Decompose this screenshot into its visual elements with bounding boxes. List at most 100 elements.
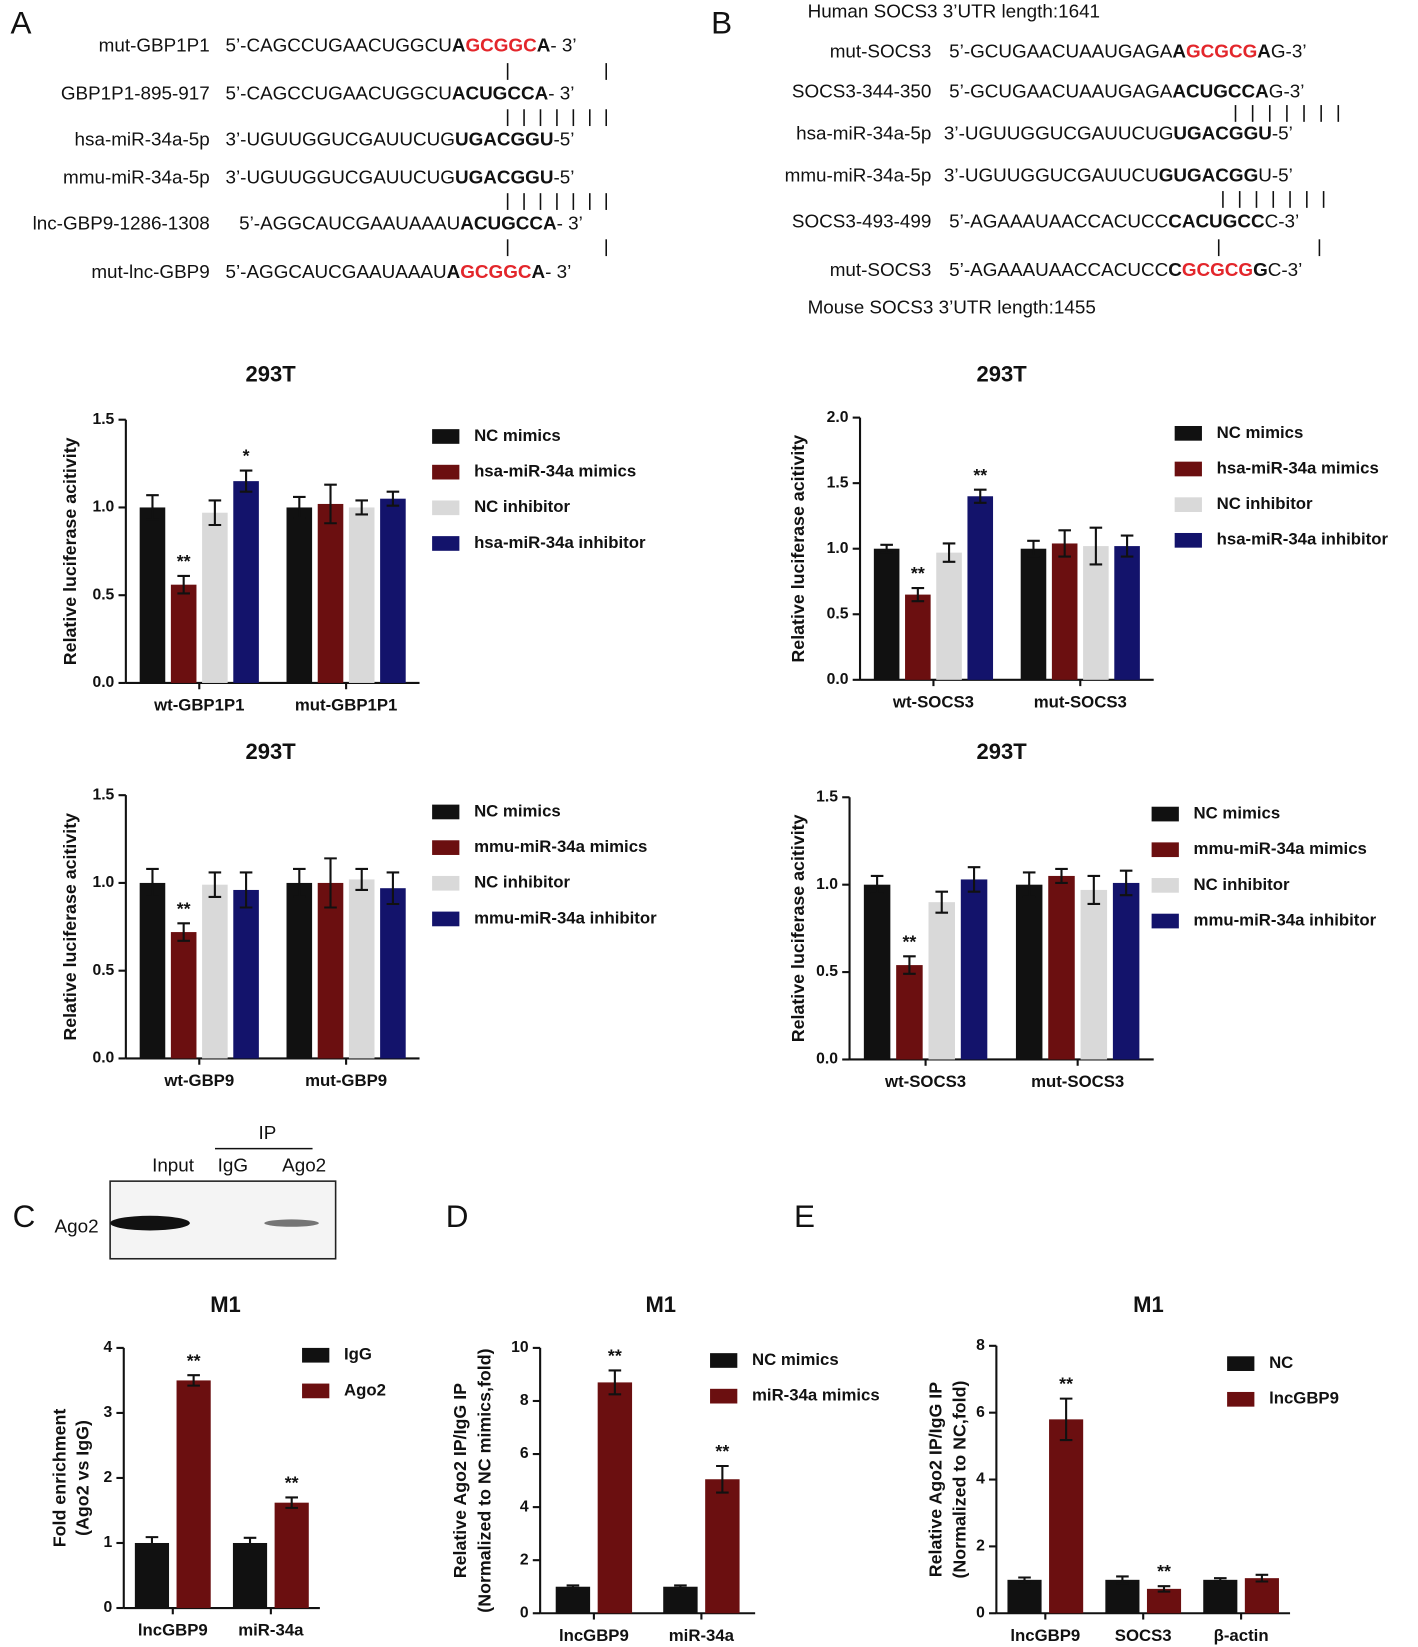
legend-swatch xyxy=(1174,497,1202,513)
bar xyxy=(274,1502,309,1609)
x-tick-label: mut-SOCS3 xyxy=(1034,692,1127,711)
sequence-part: 5’-GCUGAACUAAUGAGA xyxy=(949,80,1173,101)
sequence-label: mmu-miR-34a-5p xyxy=(63,166,210,187)
legend-label: NC mimics xyxy=(474,801,561,820)
sequence-label: SOCS3-344-350 xyxy=(792,80,931,101)
blot-lane: Input xyxy=(152,1154,195,1175)
y-tick-label: 0 xyxy=(976,1604,985,1621)
bar xyxy=(176,1380,211,1609)
error-bar xyxy=(935,890,949,914)
bar xyxy=(1020,548,1047,680)
chart-title: 293T xyxy=(246,739,297,764)
sequence-part: 3’-UGUUGGUCGAUUCU xyxy=(944,164,1159,185)
sequence-label: hsa-miR-34a-5p xyxy=(796,122,931,143)
bar xyxy=(960,879,988,1060)
sequence-part: C xyxy=(1168,259,1182,280)
sequence-part: A xyxy=(531,261,545,282)
legend-swatch xyxy=(710,1353,738,1368)
sequence-label: SOCS3-493-499 xyxy=(792,211,931,232)
legend-swatch xyxy=(302,1347,330,1363)
y-axis-label: (Ago2 vs IgG) xyxy=(73,1420,93,1536)
significance: * xyxy=(243,446,250,466)
legend-label: hsa-miR-34a inhibitor xyxy=(1217,530,1389,549)
significance: ** xyxy=(187,1350,201,1370)
significance: ** xyxy=(1157,1561,1171,1581)
x-tick-label: lncGBP9 xyxy=(559,1626,629,1645)
y-tick-label: 1.0 xyxy=(92,499,114,516)
bar xyxy=(1112,882,1140,1060)
y-axis-label: Relative luciferase acitivity xyxy=(788,814,808,1042)
sequence-part: A xyxy=(537,34,551,55)
sequence: 5’-AGGCAUCGAAUAAAUAGCGGCA- 3’ xyxy=(225,261,571,282)
x-tick-label: lncGBP9 xyxy=(1010,1626,1080,1645)
sequence: 5’-GCUGAACUAAUGAGAAGCGCGAG-3’ xyxy=(949,41,1306,62)
legend-label: mmu-miR-34a inhibitor xyxy=(474,908,657,927)
y-tick-label: 0.0 xyxy=(92,674,114,691)
y-tick-label: 1.5 xyxy=(92,786,114,803)
error-bar xyxy=(716,1464,729,1494)
legend-swatch xyxy=(432,875,460,891)
bar xyxy=(1146,1588,1182,1614)
sequence-part: 5’-CAGCCUGAACUGGCU xyxy=(225,34,451,55)
bar xyxy=(1049,1419,1084,1614)
bar xyxy=(873,548,900,680)
error-bar xyxy=(208,871,222,899)
sequence-part: 5’-GCUGAACUAAUGAGA xyxy=(949,41,1173,62)
sequence: 5’-AGGCAUCGAAUAAAUACUGCCA- 3’ xyxy=(239,213,583,234)
error-bar xyxy=(146,867,159,899)
legend-swatch xyxy=(432,464,460,480)
legend-swatch xyxy=(432,536,460,551)
y-tick-label: 6 xyxy=(520,1445,529,1462)
significance: ** xyxy=(902,931,916,951)
sequence-part: 3’-UGUUGGUCGAUUCUG xyxy=(944,122,1173,143)
y-tick-label: 2 xyxy=(103,1469,112,1486)
x-tick-label: wt-GBP1P1 xyxy=(153,695,244,714)
sequence: 3’-UGUUGGUCGAUUCUGUGACGGU-5’ xyxy=(225,166,574,187)
error-bar xyxy=(324,483,337,525)
legend-swatch xyxy=(1174,425,1202,441)
bar xyxy=(202,512,228,683)
bar xyxy=(286,882,313,1059)
significance: ** xyxy=(715,1441,729,1461)
legend-swatch xyxy=(1174,461,1202,477)
y-tick-label: 1.5 xyxy=(92,411,114,428)
bar xyxy=(233,889,259,1059)
bar xyxy=(134,1542,170,1609)
bar xyxy=(905,594,931,680)
bar xyxy=(170,584,197,683)
y-tick-label: 4 xyxy=(520,1498,529,1515)
y-axis-label: Relative luciferase acitivity xyxy=(60,437,80,665)
blot-band xyxy=(110,1215,190,1231)
chart-title: 293T xyxy=(977,361,1028,386)
sequence-part: 5’-AGGCAUCGAAUAAAU xyxy=(225,261,446,282)
panel-label: A xyxy=(10,6,31,41)
error-bar xyxy=(1022,871,1036,898)
sequence-part: - 3’ xyxy=(557,213,583,234)
sequence-part: G xyxy=(1253,259,1268,280)
sequence: 3’-UGUUGGUCGAUUCUGUGACGGU-5’ xyxy=(944,164,1293,185)
y-tick-label: 0.0 xyxy=(827,671,849,688)
legend-swatch xyxy=(1151,842,1179,858)
legend-swatch xyxy=(432,500,460,516)
legend-label: NC mimics xyxy=(474,426,561,445)
bar xyxy=(1048,875,1075,1060)
panel-label: E xyxy=(794,1199,815,1234)
significance: ** xyxy=(911,563,925,583)
sequence-part: GCGCG xyxy=(1182,259,1253,280)
sequence-label: mut-SOCS3 xyxy=(830,259,932,280)
sequence: 5’-AGAAAUAACCACUCCCACUGCCC-3’ xyxy=(949,211,1299,232)
sequence-part: A xyxy=(1172,41,1186,62)
sequence-part: A xyxy=(1257,41,1271,62)
significance: ** xyxy=(608,1346,622,1366)
error-bar xyxy=(386,490,400,507)
y-axis-label: (Normalized to NC,fold) xyxy=(949,1381,969,1579)
sequence-part: 5’-CAGCCUGAACUGGCU xyxy=(225,83,451,104)
legend-label: miR-34a mimics xyxy=(752,1386,880,1405)
error-bar xyxy=(243,1536,257,1550)
bar xyxy=(348,507,375,683)
x-tick-label: wt-SOCS3 xyxy=(884,1072,966,1091)
error-bar xyxy=(967,866,981,893)
sequence-part: CACUGCC xyxy=(1168,211,1265,232)
sequence-part: G-3’ xyxy=(1271,41,1307,62)
